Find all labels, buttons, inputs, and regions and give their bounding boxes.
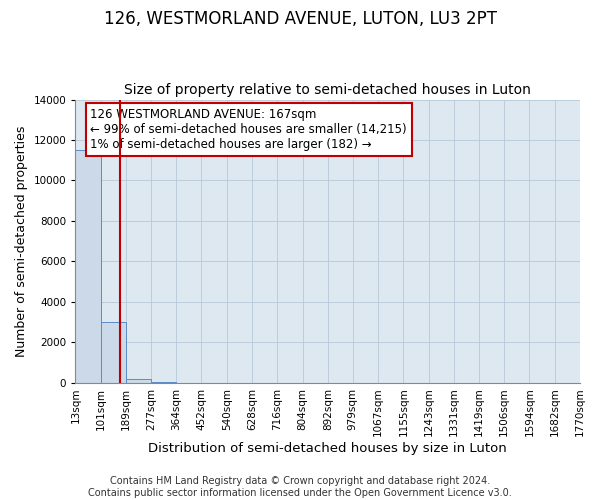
- Bar: [126, 379, 151, 383]
- Title: Size of property relative to semi-detached houses in Luton: Size of property relative to semi-detach…: [124, 83, 531, 97]
- Bar: [76, 150, 101, 383]
- Text: 126 WESTMORLAND AVENUE: 167sqm
← 99% of semi-detached houses are smaller (14,215: 126 WESTMORLAND AVENUE: 167sqm ← 99% of …: [91, 108, 407, 151]
- Bar: [101, 322, 126, 383]
- X-axis label: Distribution of semi-detached houses by size in Luton: Distribution of semi-detached houses by …: [148, 442, 507, 455]
- Bar: [151, 382, 176, 383]
- Text: Contains HM Land Registry data © Crown copyright and database right 2024.
Contai: Contains HM Land Registry data © Crown c…: [88, 476, 512, 498]
- Y-axis label: Number of semi-detached properties: Number of semi-detached properties: [15, 126, 28, 357]
- Text: 126, WESTMORLAND AVENUE, LUTON, LU3 2PT: 126, WESTMORLAND AVENUE, LUTON, LU3 2PT: [104, 10, 497, 28]
